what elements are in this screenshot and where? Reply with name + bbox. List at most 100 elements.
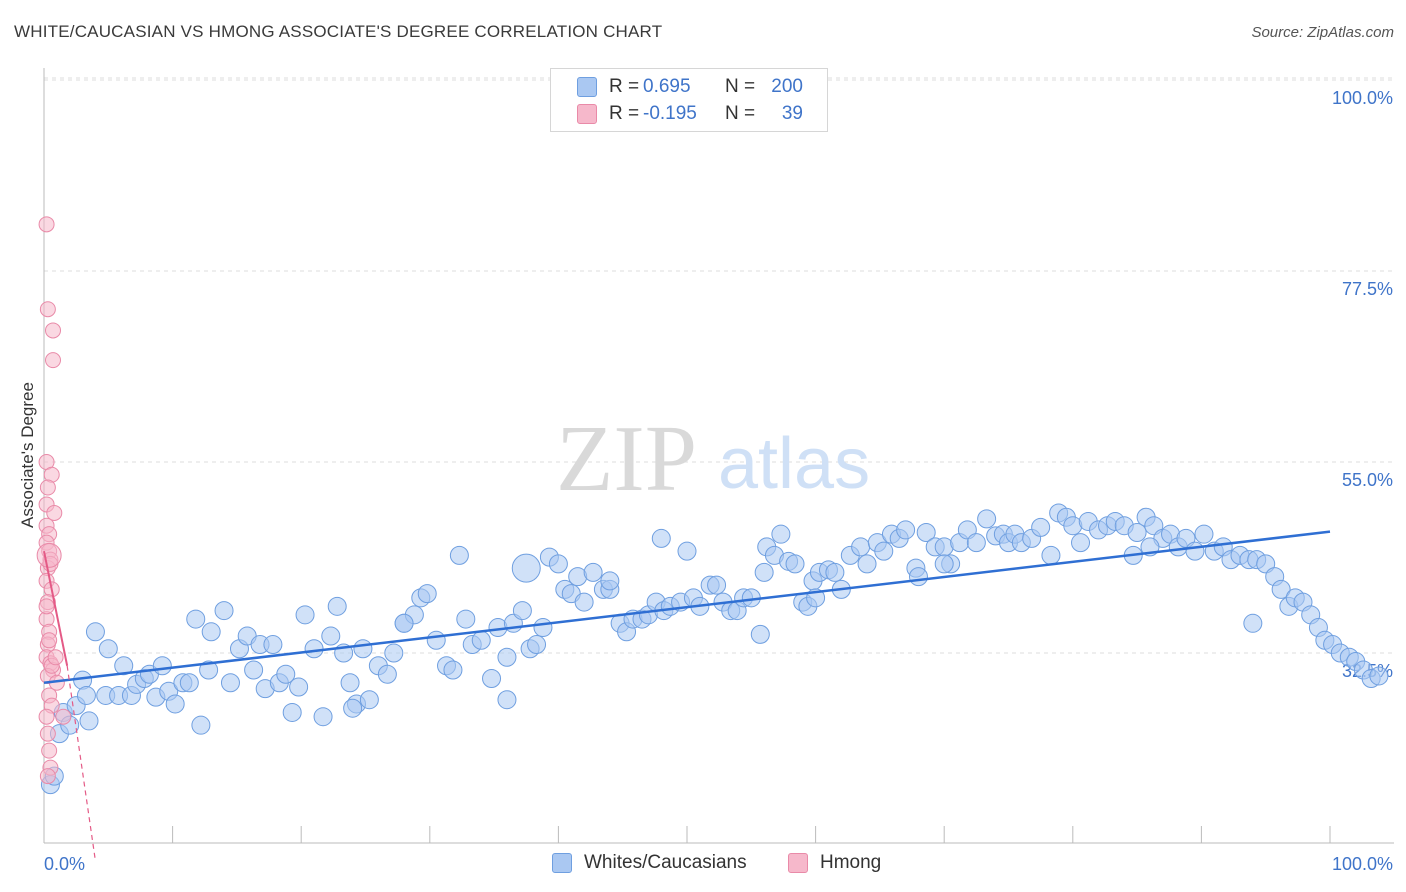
data-point-whites bbox=[417, 584, 437, 604]
data-point-whites bbox=[1031, 517, 1051, 537]
data-point-whites bbox=[677, 541, 697, 561]
data-point-whites bbox=[456, 609, 476, 629]
data-point-whites bbox=[1369, 666, 1389, 686]
data-point-whites bbox=[1194, 524, 1214, 544]
legend-row-whites: R = 0.695 N = 200 bbox=[551, 74, 827, 100]
data-point-whites bbox=[754, 562, 774, 582]
data-point-whites bbox=[244, 660, 264, 680]
legend-n-value: 200 bbox=[771, 76, 803, 97]
x-tick-label: 100.0% bbox=[1332, 854, 1393, 874]
data-point-whites bbox=[977, 509, 997, 529]
data-point-whites bbox=[1071, 533, 1091, 553]
data-point-whites bbox=[857, 554, 877, 574]
data-point-hmong bbox=[47, 649, 64, 666]
legend-swatch-blue bbox=[552, 853, 572, 873]
data-point-whites bbox=[340, 673, 360, 693]
legend-r-value: 0.695 bbox=[643, 76, 691, 97]
data-point-whites bbox=[353, 639, 373, 659]
data-point-whites bbox=[533, 618, 553, 638]
legend-item-whites[interactable]: Whites/Caucasians bbox=[552, 852, 747, 874]
chart-title: WHITE/CAUCASIAN VS HMONG ASSOCIATE'S DEG… bbox=[14, 22, 663, 41]
data-point-whites bbox=[263, 635, 283, 655]
data-point-whites bbox=[600, 571, 620, 591]
trend-line-hmong bbox=[43, 550, 69, 666]
watermark-zip: ZIP bbox=[556, 407, 697, 511]
data-point-whites bbox=[85, 622, 105, 642]
legend-n-label: N = bbox=[725, 103, 756, 124]
data-point-whites bbox=[527, 635, 547, 655]
data-point-whites bbox=[79, 711, 99, 731]
correlation-legend: R = 0.695 N = 200 R = -0.195 N = 39 bbox=[550, 68, 828, 132]
data-point-hmong bbox=[45, 322, 62, 339]
data-point-whites bbox=[295, 605, 315, 625]
data-point-whites bbox=[98, 639, 118, 659]
data-point-whites bbox=[201, 622, 221, 642]
legend-label-hmong: Hmong bbox=[820, 852, 882, 873]
data-point-whites bbox=[443, 660, 463, 680]
y-axis-label: Associate's Degree bbox=[18, 382, 37, 528]
legend-n-label: N = bbox=[725, 76, 756, 97]
data-point-whites bbox=[934, 554, 954, 574]
data-point-whites bbox=[511, 553, 541, 583]
data-point-whites bbox=[482, 668, 502, 688]
legend-label-whites: Whites/Caucasians bbox=[584, 852, 747, 873]
data-point-hmong bbox=[46, 504, 63, 521]
data-point-whites bbox=[1041, 545, 1061, 565]
data-point-whites bbox=[583, 562, 603, 582]
data-point-whites bbox=[186, 609, 206, 629]
data-point-whites bbox=[471, 630, 491, 650]
data-point-whites bbox=[394, 613, 414, 633]
data-point-whites bbox=[426, 630, 446, 650]
legend-r-value: -0.195 bbox=[643, 103, 697, 124]
legend-r-label: R = bbox=[609, 103, 640, 124]
data-point-whites bbox=[114, 656, 134, 676]
legend-r-label: R = bbox=[609, 76, 640, 97]
data-point-whites bbox=[214, 601, 234, 621]
data-point-whites bbox=[1271, 579, 1291, 599]
data-point-whites bbox=[76, 685, 96, 705]
trend-line-whites bbox=[43, 530, 1331, 684]
watermark: ZIP atlas bbox=[556, 407, 870, 511]
data-point-whites bbox=[449, 545, 469, 565]
legend-swatch-pink bbox=[577, 104, 597, 124]
data-point-whites bbox=[220, 673, 240, 693]
trend-line-hmong-extrapolated bbox=[66, 665, 97, 862]
x-tick-marks bbox=[43, 826, 1331, 843]
data-point-hmong bbox=[41, 742, 58, 759]
data-point-whites bbox=[289, 677, 309, 697]
data-point-whites bbox=[771, 524, 791, 544]
data-point-whites bbox=[512, 601, 532, 621]
data-point-whites bbox=[497, 690, 517, 710]
data-point-hmong bbox=[45, 352, 62, 369]
data-point-whites bbox=[966, 533, 986, 553]
gridlines bbox=[44, 77, 1394, 654]
y-tick-labels: 32.5%55.0%77.5%100.0% bbox=[1332, 88, 1393, 681]
data-point-whites bbox=[359, 690, 379, 710]
data-point-whites bbox=[377, 664, 397, 684]
data-point-hmong bbox=[39, 725, 56, 742]
series-hmong-points bbox=[36, 216, 72, 785]
data-point-whites bbox=[152, 656, 172, 676]
data-point-whites bbox=[651, 528, 671, 548]
data-point-whites bbox=[497, 647, 517, 667]
data-point-hmong bbox=[39, 301, 56, 318]
data-point-whites bbox=[750, 624, 770, 644]
trend-lines bbox=[43, 530, 1331, 862]
data-point-whites bbox=[1243, 613, 1263, 633]
y-tick-label: 55.0% bbox=[1342, 470, 1393, 490]
watermark-atlas: atlas bbox=[718, 424, 870, 504]
data-point-whites bbox=[707, 575, 727, 595]
legend-swatch-blue bbox=[577, 77, 597, 97]
legend-n-value: 39 bbox=[781, 103, 803, 124]
data-point-hmong bbox=[55, 708, 72, 725]
data-point-whites bbox=[384, 643, 404, 663]
data-point-whites bbox=[199, 660, 219, 680]
legend-swatch-pink bbox=[788, 853, 808, 873]
x-tick-labels: 0.0% 100.0% bbox=[44, 854, 1393, 874]
data-point-whites bbox=[1127, 522, 1147, 542]
legend-item-hmong[interactable]: Hmong bbox=[788, 852, 881, 874]
data-point-whites bbox=[1185, 541, 1205, 561]
data-point-hmong bbox=[36, 542, 62, 568]
data-point-whites bbox=[825, 562, 845, 582]
